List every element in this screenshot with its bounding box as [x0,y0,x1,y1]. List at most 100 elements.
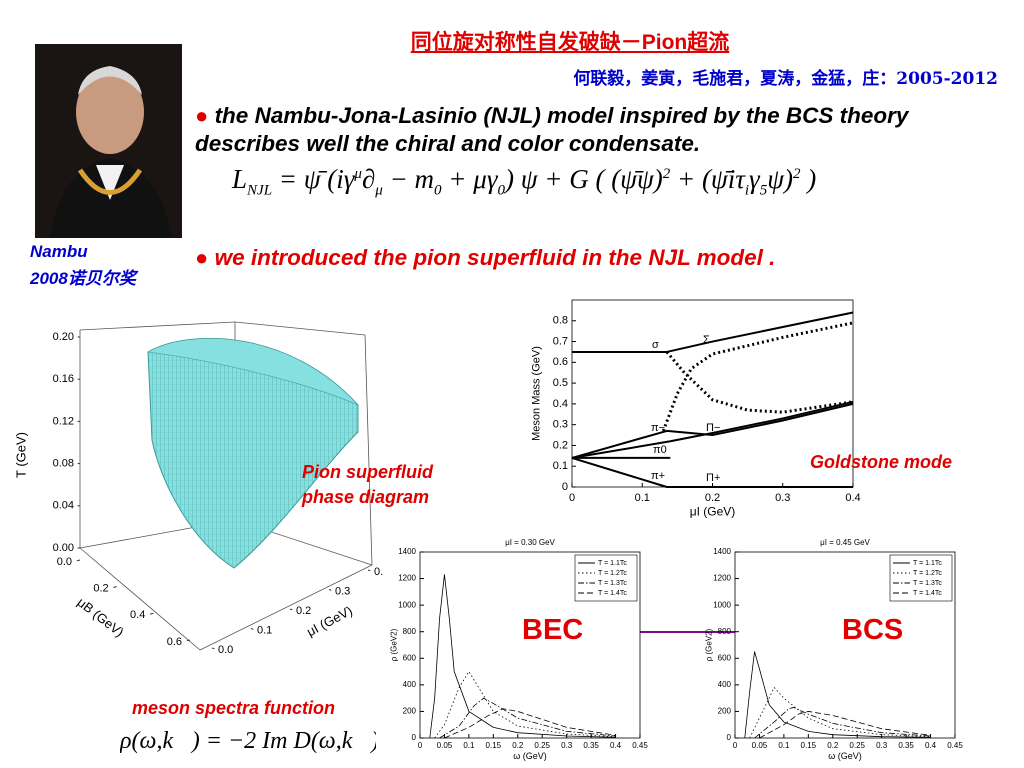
tick [367,569,371,572]
series-line [429,574,616,739]
y-tick-label: 0.5 [553,377,568,389]
tick [250,628,254,630]
box-edge [234,321,366,336]
photo [35,44,182,238]
plot-title: μI = 0.30 GeV [505,538,555,547]
tick-label: 0.16 [53,373,74,385]
tick-label: 0.2 [93,583,108,595]
x-tick-label: 0.15 [801,741,817,750]
formula-part: ) ψ + G ( (ψ̄ψ) [504,164,663,194]
y-tick-label: 400 [403,680,417,689]
y-tick-label: 0.7 [553,335,568,347]
y-tick-label: 1400 [398,547,416,556]
formula-part: 0 [497,182,505,199]
tick-label: 0.04 [53,500,74,512]
y-tick-label: 200 [403,707,417,716]
y-tick-label: 0.2 [553,439,568,451]
formula-part: 0 [434,182,442,199]
goldstone-label: Goldstone mode [810,452,953,472]
plot-title: μI = 0.45 GeV [820,538,870,547]
y-tick-label: 800 [718,627,732,636]
formula-part: + (ψ̄iτ [670,164,745,194]
tick-label: 0.0 [218,644,233,656]
surface [147,337,359,569]
formula-part: μ [354,166,362,182]
x-tick-label: 0.45 [947,741,963,750]
box-edge [79,547,201,651]
tick [186,639,191,642]
x-tick-label: 0.1 [778,741,790,750]
box-edge [199,564,373,651]
phase-caption: phase diagram [302,487,430,507]
x-tick-label: 0 [569,492,575,504]
tick [328,589,332,591]
bec-label: BEC [522,614,584,646]
series-line [572,311,854,353]
curve-label: Π+ [706,472,720,484]
tick-label: 0.2 [296,605,311,617]
y-tick-label: 1000 [398,600,416,609]
axis-label: μI (GeV) [304,603,355,639]
y-axis-label: Meson Mass (GeV) [531,346,543,441]
formula-part: ∂ [361,164,376,194]
photo-caption: Nambu [30,242,88,261]
legend-label: T = 1.2Tc [598,570,627,577]
x-tick-label: 0.3 [876,741,888,750]
y-tick-label: 200 [718,707,732,716]
x-tick-label: 0.2 [827,741,839,750]
x-tick-label: 0 [733,741,738,750]
tick-label: 0.6 [167,636,182,648]
formula-part: γ [749,164,760,194]
y-tick-label: 0.1 [553,460,568,472]
tick-label: 0.20 [53,331,74,343]
x-tick-label: 0.1 [635,492,650,504]
formula-part: NJL [247,182,273,199]
curve-label: π− [651,422,665,434]
x-tick-label: 0.4 [925,741,937,750]
x-tick-label: 0.25 [534,741,550,750]
curve-label: σ [652,339,659,351]
tick [211,647,215,650]
legend-label: T = 1.1Tc [598,560,627,567]
x-tick-label: 0.45 [632,741,648,750]
x-tick-label: 0.4 [845,492,860,504]
curve-label: Π− [706,422,720,434]
bullet: ● the Nambu-Jona-Lasinio (NJL) model ins… [195,103,909,156]
x-tick-label: 0.05 [437,741,453,750]
curve-label: π+ [651,470,665,482]
tick-label: 0.00 [53,542,74,554]
formula-part: 2 [662,166,671,182]
x-axis-label: ω (GeV) [828,751,862,761]
formula-part: 2 [792,166,801,182]
y-axis-label: ρ (GeV2) [390,628,399,661]
legend-label: T = 1.3Tc [913,580,942,587]
bcs-label: BCS [842,614,904,646]
authors: 何联毅，姜寅，毛施君，夏涛，金猛，庄：2005-2012 [573,69,998,89]
x-tick-label: 0.3 [775,492,790,504]
series-line [754,707,931,739]
series-line [744,651,931,739]
formula-part: ) [800,164,817,194]
formula-part: 5 [759,182,768,199]
x-tick-label: 0.2 [512,741,524,750]
y-tick-label: 0 [562,481,568,493]
spectral-formula: ρ(ω,k⃗) = −2 Im D(ω,k⃗) [120,728,376,754]
x-tick-label: 0.25 [849,741,865,750]
box-edge [364,334,373,566]
y-tick-label: 0 [727,733,732,742]
y-tick-label: 1400 [713,547,731,556]
y-tick-label: 1200 [398,574,416,583]
y-axis-label: ρ (GeV2) [705,628,714,661]
y-tick-label: 0.3 [553,419,568,431]
tick-label: 0. [374,566,383,578]
y-tick-label: 600 [403,653,417,662]
y-tick-label: 800 [403,627,417,636]
formula-part: μ [375,182,383,199]
legend-label: T = 1.4Tc [913,590,942,597]
legend-label: T = 1.1Tc [913,560,942,567]
axis-label: T (GeV) [13,432,28,478]
x-axis-label: ω (GeV) [513,751,547,761]
bullet-text: the Nambu-Jona-Lasinio (NJL) model inspi… [195,103,909,156]
formula-part: − m [382,164,435,194]
